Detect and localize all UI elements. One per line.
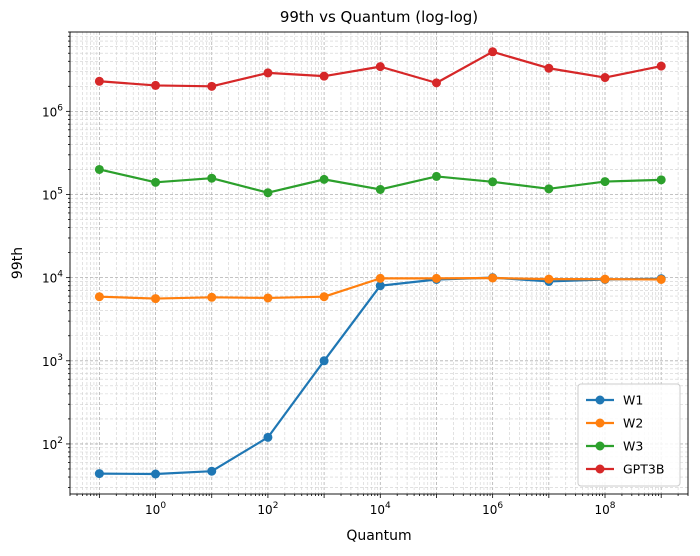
- data-point: [375, 281, 385, 291]
- data-point: [94, 164, 104, 174]
- data-point: [151, 469, 161, 479]
- data-point: [488, 177, 498, 187]
- x-tick-label: 104: [370, 501, 391, 517]
- legend-label: W2: [623, 416, 643, 431]
- x-tick-exponent: 0: [160, 501, 166, 511]
- x-tick-exponent: 4: [385, 501, 391, 511]
- x-tick-base: 10: [257, 503, 272, 517]
- y-tick-base: 10: [42, 355, 57, 369]
- data-point: [544, 274, 554, 284]
- plot-frame: [69, 31, 689, 495]
- x-tick-exponent: 6: [497, 501, 503, 511]
- data-point: [151, 177, 161, 187]
- legend-label: W1: [623, 393, 643, 408]
- data-point: [431, 78, 441, 88]
- x-tick-label: 108: [595, 501, 616, 517]
- legend-item: W1: [586, 393, 643, 408]
- legend: W1 W2 W3 GPT3B: [577, 383, 681, 487]
- legend-marker: [595, 464, 605, 474]
- y-tick-base: 10: [42, 188, 57, 202]
- y-tick-label: 106: [42, 103, 63, 119]
- y-tick-base: 10: [42, 105, 57, 119]
- x-tick-base: 10: [370, 503, 385, 517]
- y-tick-label: 102: [42, 436, 63, 452]
- x-tick-base: 10: [595, 503, 610, 517]
- x-tick-exponent: 2: [273, 501, 279, 511]
- data-point: [207, 466, 217, 476]
- y-axis-label: 99th: [10, 247, 26, 279]
- y-tick-label: 105: [42, 186, 63, 202]
- y-tick-label: 103: [42, 353, 63, 369]
- data-point: [94, 76, 104, 86]
- data-point: [431, 273, 441, 283]
- legend-item: W3: [586, 439, 643, 454]
- legend-marker: [595, 418, 605, 428]
- data-point: [263, 432, 273, 442]
- data-point: [375, 273, 385, 283]
- chart-title: 99th vs Quantum (log-log): [280, 8, 478, 26]
- data-point: [263, 68, 273, 78]
- x-tick-label: 102: [257, 501, 278, 517]
- legend-label: GPT3B: [623, 462, 664, 477]
- legend-item: GPT3B: [586, 462, 664, 477]
- data-point: [207, 292, 217, 302]
- series-w1: [94, 273, 666, 479]
- y-tick-exponent: 4: [57, 270, 63, 280]
- data-point: [656, 274, 666, 284]
- y-tick-base: 10: [42, 438, 57, 452]
- data-point: [151, 294, 161, 304]
- data-point: [375, 184, 385, 194]
- data-point: [94, 292, 104, 302]
- legend-label: W3: [623, 439, 643, 454]
- series-layer: [94, 47, 666, 479]
- x-tick-base: 10: [482, 503, 497, 517]
- y-tick-exponent: 3: [57, 353, 63, 363]
- data-point: [319, 292, 329, 302]
- data-point: [207, 81, 217, 91]
- x-axis-label: Quantum: [346, 528, 411, 544]
- data-point: [263, 293, 273, 303]
- data-point: [544, 63, 554, 73]
- series-w2: [94, 273, 666, 304]
- data-point: [207, 173, 217, 183]
- data-point: [375, 62, 385, 72]
- y-tick-base: 10: [42, 272, 57, 286]
- data-point: [600, 274, 610, 284]
- legend-box: [577, 383, 681, 487]
- x-tick-exponent: 8: [610, 501, 616, 511]
- data-point: [656, 175, 666, 185]
- series-gpt3b: [94, 47, 666, 91]
- y-tick-exponent: 6: [57, 103, 63, 113]
- data-point: [488, 47, 498, 57]
- x-tick-label: 106: [482, 501, 503, 517]
- data-point: [319, 174, 329, 184]
- data-point: [431, 171, 441, 181]
- data-point: [94, 469, 104, 479]
- data-point: [151, 80, 161, 90]
- y-tick-label: 104: [42, 270, 63, 286]
- data-point: [600, 177, 610, 187]
- data-point: [319, 356, 329, 366]
- series-w3: [94, 164, 666, 198]
- x-tick-base: 10: [145, 503, 160, 517]
- x-tick-label: 100: [145, 501, 166, 517]
- data-point: [263, 188, 273, 198]
- data-point: [600, 73, 610, 83]
- legend-marker: [595, 395, 605, 405]
- data-point: [656, 61, 666, 71]
- data-point: [319, 71, 329, 81]
- legend-item: W2: [586, 416, 643, 431]
- data-point: [544, 184, 554, 194]
- y-tick-exponent: 2: [57, 436, 63, 446]
- data-point: [488, 273, 498, 283]
- y-tick-exponent: 5: [57, 186, 63, 196]
- legend-marker: [595, 441, 605, 451]
